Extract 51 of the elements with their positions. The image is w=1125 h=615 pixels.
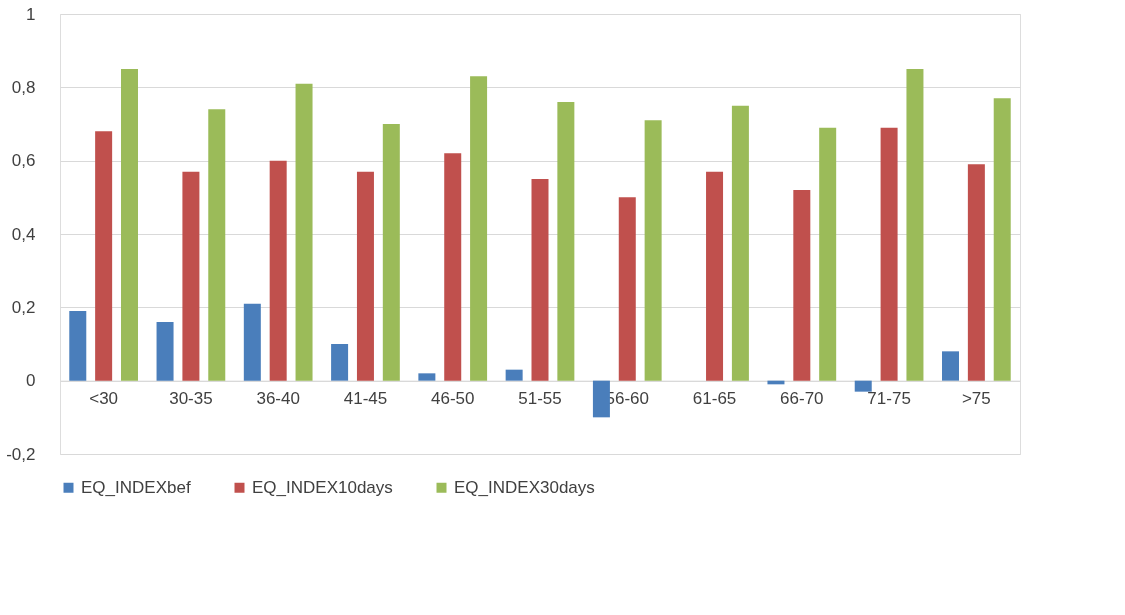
- y-tick-label: 1: [26, 4, 36, 24]
- x-tick-label: <30: [89, 389, 119, 409]
- bar: [531, 179, 549, 381]
- bar: [95, 131, 113, 381]
- x-tick-label: >75: [961, 389, 991, 409]
- bar: [854, 380, 872, 392]
- y-tick-label: 0,4: [11, 224, 36, 244]
- bar: [993, 98, 1011, 381]
- bar: [243, 303, 261, 381]
- bar: [444, 153, 462, 381]
- y-tick-label: 0,8: [11, 77, 36, 97]
- bar: [331, 344, 349, 381]
- y-tick-label: 0,2: [11, 297, 36, 317]
- x-tick-label: 61-65: [692, 389, 737, 409]
- legend-label: EQ_INDEX30days: [454, 477, 595, 497]
- x-tick-label: 46-50: [430, 389, 475, 409]
- legend-label: EQ_INDEXbef: [81, 477, 191, 497]
- bar: [182, 171, 200, 381]
- x-tick-label: 51-55: [518, 389, 562, 409]
- x-tick-label: 30-35: [169, 389, 213, 409]
- y-tick-label: -0,2: [6, 444, 36, 464]
- x-tick-label: 71-75: [867, 389, 911, 409]
- bar: [942, 351, 960, 381]
- bar: [706, 171, 724, 381]
- bar: [592, 380, 610, 418]
- bar: [69, 311, 87, 381]
- bar: [880, 127, 898, 381]
- bar: [156, 322, 174, 381]
- bar: [120, 69, 138, 381]
- x-tick-label: 66-70: [780, 389, 824, 409]
- y-tick-label: 0,6: [11, 151, 36, 171]
- y-tick-label: 0: [26, 371, 36, 391]
- bar: [356, 171, 374, 381]
- bar: [418, 373, 436, 381]
- bar: [967, 164, 985, 381]
- bar: [470, 76, 488, 381]
- x-tick-label: 36-40: [256, 389, 300, 409]
- bar: [557, 102, 575, 381]
- bar: [793, 190, 811, 381]
- bar: [819, 127, 837, 381]
- bar: [618, 197, 636, 381]
- bar: [295, 83, 313, 381]
- bar: [208, 109, 226, 381]
- bar: [731, 105, 749, 381]
- bar: [906, 69, 924, 381]
- bar: [269, 160, 287, 381]
- bar: [382, 124, 400, 381]
- bar: [644, 120, 662, 381]
- legend-label: EQ_INDEX10days: [252, 477, 393, 497]
- x-tick-label: 41-45: [343, 389, 388, 409]
- bar: [505, 369, 523, 381]
